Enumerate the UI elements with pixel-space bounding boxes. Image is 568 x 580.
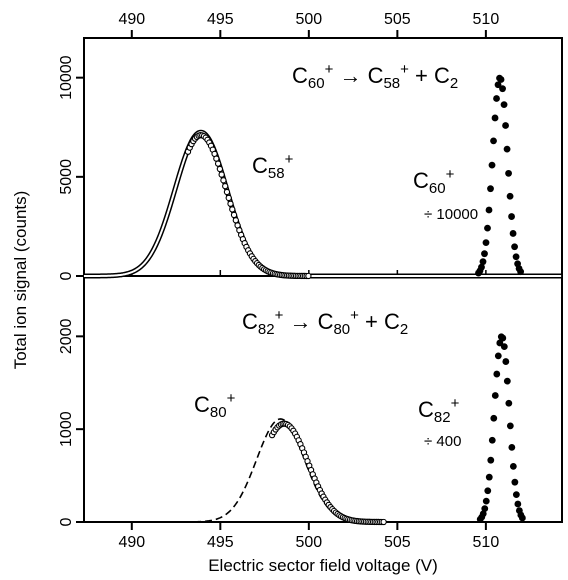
parent-data-point bbox=[505, 169, 512, 177]
parent-data-point bbox=[478, 263, 485, 271]
x-tick-label-top: 510 bbox=[473, 11, 500, 28]
fragment-data-point bbox=[216, 165, 224, 173]
fragment-data-point bbox=[214, 160, 222, 167]
parent-data-point bbox=[518, 514, 526, 522]
x-tick-label-top: 490 bbox=[118, 11, 145, 28]
parent-data-point bbox=[508, 443, 516, 451]
parent-data-point bbox=[514, 500, 522, 508]
fragment-data-point bbox=[223, 188, 231, 196]
parent-data-point bbox=[499, 85, 506, 93]
parent-data-point bbox=[488, 436, 496, 444]
parent-data-point bbox=[511, 478, 519, 486]
parent-data-point bbox=[506, 192, 514, 200]
parent-data-point bbox=[500, 101, 508, 109]
parent-data-point bbox=[493, 95, 500, 102]
x-tick-label-bottom: 510 bbox=[473, 534, 500, 551]
parent-data-point bbox=[491, 392, 499, 399]
parent-data-point bbox=[502, 358, 510, 365]
bottom-parent-label: C82+ bbox=[418, 395, 460, 426]
top-scale-note: ÷ 10000 bbox=[424, 206, 478, 223]
parent-data-point bbox=[494, 81, 502, 89]
fragment-data-point bbox=[213, 155, 220, 162]
parent-data-point bbox=[484, 224, 491, 232]
x-tick-label-top: 505 bbox=[384, 11, 411, 28]
parent-data-point bbox=[491, 114, 499, 122]
fragment-data-point bbox=[305, 272, 312, 280]
y-tick-label: 0 bbox=[58, 271, 75, 280]
top-fragment-label: C58+ bbox=[252, 151, 294, 182]
fragment-data-point bbox=[220, 177, 227, 184]
parent-data-point bbox=[509, 230, 517, 237]
y-tick-label: 5000 bbox=[58, 159, 75, 195]
parent-data-point bbox=[494, 352, 502, 360]
parent-data-point bbox=[490, 414, 498, 422]
top-parent-label: C60+ bbox=[413, 166, 455, 197]
parent-data-point bbox=[485, 206, 493, 214]
x-tick-label-bottom: 495 bbox=[207, 534, 234, 551]
parent-data-point bbox=[500, 343, 508, 351]
fragment-data-point bbox=[380, 518, 387, 526]
parent-data-point bbox=[487, 456, 495, 464]
parent-data-point bbox=[509, 462, 517, 470]
bottom-fragment-label: C80+ bbox=[194, 390, 236, 421]
fit-curve-inner bbox=[83, 131, 562, 277]
top-reaction-equation: C60+ → C58+ + C2 bbox=[292, 61, 458, 92]
parent-data-point bbox=[482, 239, 490, 247]
parent-data-point bbox=[499, 334, 507, 342]
parent-data-point bbox=[503, 377, 511, 385]
x-tick-label-bottom: 500 bbox=[295, 534, 322, 551]
parent-data-point bbox=[479, 510, 487, 518]
parent-data-point bbox=[488, 161, 496, 169]
fragment-data-point bbox=[227, 200, 234, 207]
y-tick-label: 10000 bbox=[58, 55, 75, 100]
x-tick-label-bottom: 505 bbox=[384, 534, 411, 551]
y-tick-label: 2000 bbox=[58, 318, 75, 354]
fragment-data-point bbox=[218, 171, 225, 178]
fragment-data-point bbox=[222, 183, 229, 190]
tick-marks bbox=[76, 30, 487, 530]
parent-data-point bbox=[508, 213, 515, 220]
x-axis-title: Electric sector field voltage (V) bbox=[208, 556, 438, 575]
fragment-data-point bbox=[230, 211, 238, 219]
y-axis-title: Total ion signal (counts) bbox=[11, 191, 30, 370]
fragment-data-point bbox=[232, 217, 239, 224]
parent-data-point bbox=[512, 491, 520, 499]
parent-data-point bbox=[479, 258, 487, 266]
parent-data-point bbox=[484, 487, 492, 495]
fit-curve-outline bbox=[83, 129, 562, 279]
fragment-data-point bbox=[225, 194, 232, 202]
parent-data-point bbox=[481, 505, 489, 512]
parent-data-point bbox=[482, 497, 490, 505]
fit-curves bbox=[83, 129, 562, 523]
parent-data-point bbox=[512, 253, 520, 261]
tick-labels: 4904904954955005005055055105100500010000… bbox=[58, 11, 499, 551]
bottom-scale-note: ÷ 400 bbox=[424, 433, 461, 450]
parent-data-point bbox=[487, 185, 494, 193]
parent-data-point bbox=[490, 137, 497, 145]
parent-data-point bbox=[497, 76, 505, 83]
parent-data-point bbox=[503, 145, 511, 153]
parent-data-point bbox=[506, 422, 514, 430]
fit-curve-dashed bbox=[84, 418, 562, 523]
y-tick-label: 1000 bbox=[58, 411, 75, 447]
fragment-data-point bbox=[229, 206, 236, 213]
parent-data-point bbox=[481, 250, 488, 258]
x-tick-label-bottom: 490 bbox=[118, 534, 145, 551]
parent-data-point bbox=[502, 122, 509, 129]
x-tick-label-top: 495 bbox=[207, 11, 234, 28]
parent-data-point bbox=[493, 370, 501, 378]
parent-data-point bbox=[517, 268, 525, 276]
y-tick-label: 0 bbox=[58, 517, 75, 526]
x-tick-label-top: 500 bbox=[295, 11, 322, 28]
parent-data-point bbox=[485, 473, 493, 481]
bottom-reaction-equation: C82+ → C80+ + C2 bbox=[242, 307, 408, 338]
parent-data-point bbox=[505, 399, 513, 407]
parent-data-point bbox=[496, 339, 504, 347]
parent-data-point bbox=[511, 243, 518, 251]
data-points bbox=[184, 74, 526, 526]
